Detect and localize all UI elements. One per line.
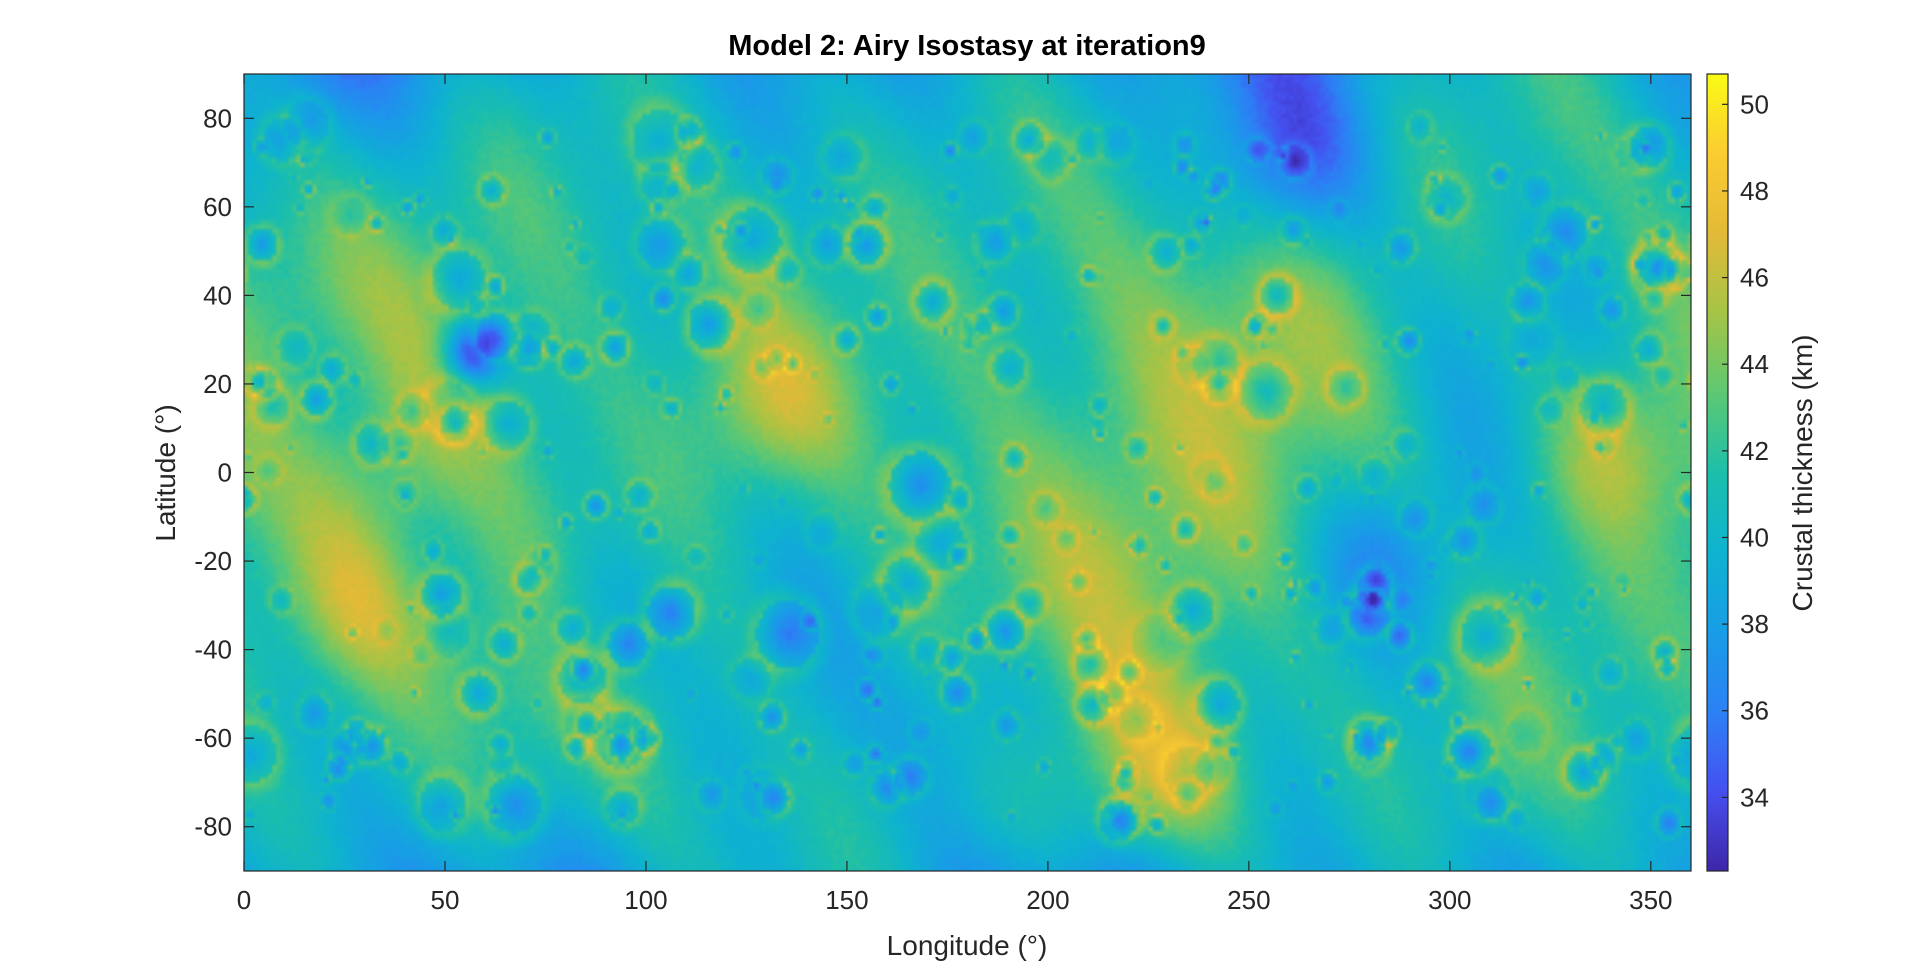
colorbar-tick-label: 44 [1740, 349, 1769, 379]
y-tick-label: 20 [203, 369, 232, 399]
colorbar-label: Crustal thickness (km) [1787, 335, 1818, 612]
y-tick-label: 80 [203, 103, 232, 133]
y-tick-label: -40 [194, 635, 232, 665]
heatmap-image [244, 74, 1691, 871]
x-tick-label: 200 [1026, 885, 1069, 915]
chart-title: Model 2: Airy Isostasy at iteration9 [728, 30, 1206, 62]
y-tick-label: -80 [194, 812, 232, 842]
y-tick-label: -60 [194, 723, 232, 753]
colorbar-tick-label: 40 [1740, 522, 1769, 552]
colorbar-tick-label: 46 [1740, 263, 1769, 293]
x-ticks: 0 50 100 150 200 250 300 350 [237, 74, 1673, 915]
colorbar-tick-label: 50 [1740, 89, 1769, 119]
x-tick-label: 150 [825, 885, 868, 915]
y-axis-label: Latitude (°) [150, 404, 181, 541]
colorbar-tick-label: 42 [1740, 436, 1769, 466]
x-tick-label: 350 [1629, 885, 1672, 915]
y-tick-label: 40 [203, 280, 232, 310]
x-tick-label: 0 [237, 885, 251, 915]
x-tick-label: 100 [624, 885, 667, 915]
colorbar-ticks: 34 36 38 40 42 44 46 48 50 [1722, 89, 1769, 812]
y-tick-label: 0 [218, 458, 232, 488]
y-tick-label: -20 [194, 546, 232, 576]
colorbar-tick-label: 38 [1740, 609, 1769, 639]
x-tick-label: 50 [431, 885, 460, 915]
y-ticks: -80 -60 -40 -20 0 20 40 60 80 [194, 103, 1691, 842]
colorbar [1706, 73, 1729, 872]
colorbar-tick-label: 34 [1740, 782, 1769, 812]
x-tick-label: 300 [1428, 885, 1471, 915]
x-tick-label: 250 [1227, 885, 1270, 915]
colorbar-tick-label: 48 [1740, 176, 1769, 206]
x-axis-label: Longitude (°) [887, 930, 1048, 961]
y-tick-label: 60 [203, 192, 232, 222]
colorbar-tick-label: 36 [1740, 696, 1769, 726]
